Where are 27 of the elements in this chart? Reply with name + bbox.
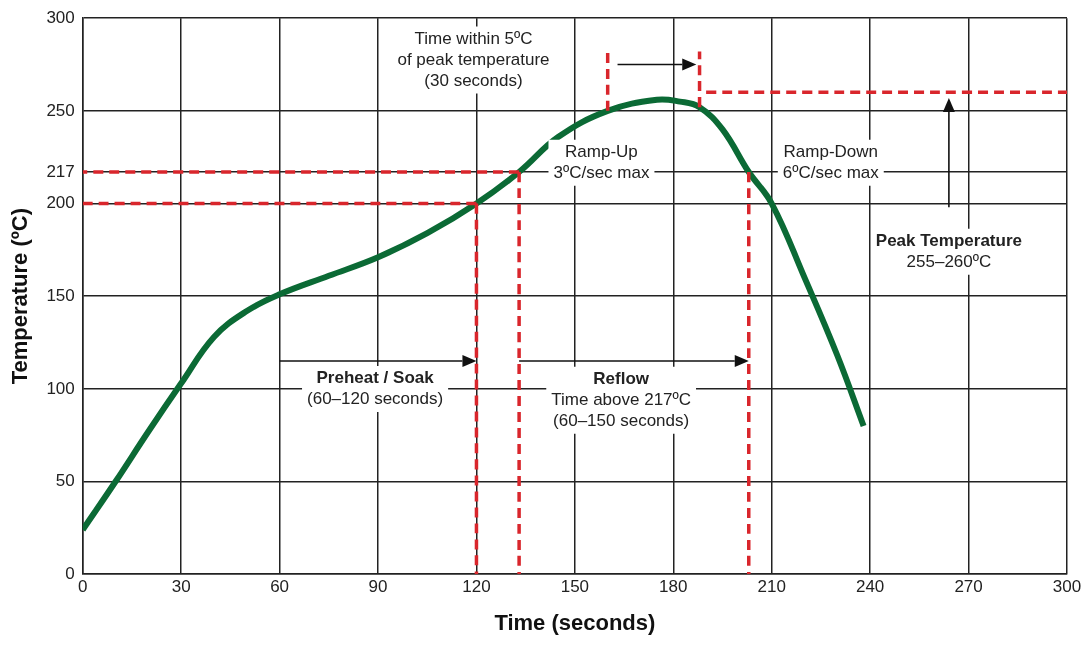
y-axis-title: Temperature (ºC) bbox=[7, 208, 33, 385]
y-tick-label: 217 bbox=[46, 161, 75, 181]
x-tick-label: 30 bbox=[171, 577, 191, 597]
x-tick-label: 150 bbox=[560, 577, 590, 597]
y-tick-label: 0 bbox=[65, 563, 75, 583]
annotation: Peak Temperature 255–260ºC bbox=[875, 230, 1022, 271]
annotation: Reflow Time above 217ºC (60–150 seconds) bbox=[551, 368, 692, 430]
x-tick-label: 240 bbox=[855, 577, 885, 597]
y-tick-label: 50 bbox=[55, 471, 75, 491]
x-tick-label: 90 bbox=[368, 577, 388, 597]
y-tick-label: 200 bbox=[46, 193, 75, 213]
x-tick-label: 270 bbox=[954, 577, 983, 597]
x-tick-label: 120 bbox=[462, 577, 491, 597]
y-tick-label: 250 bbox=[46, 100, 75, 120]
annotation: Preheat / Soak (60–120 seconds) bbox=[307, 368, 444, 409]
x-tick-label: 210 bbox=[757, 577, 786, 597]
x-tick-label: 300 bbox=[1052, 577, 1082, 597]
x-axis-title: Time (seconds) bbox=[494, 609, 656, 635]
y-tick-label: 300 bbox=[46, 7, 75, 27]
x-tick-label: 0 bbox=[78, 577, 88, 597]
y-tick-label: 150 bbox=[46, 285, 75, 305]
x-tick-label: 60 bbox=[270, 577, 290, 597]
annotation: Ramp-Up 3ºC/sec max bbox=[553, 141, 650, 182]
y-tick-label: 100 bbox=[46, 378, 75, 398]
annotation: Ramp-Down 6ºC/sec max bbox=[782, 141, 880, 182]
x-tick-label: 180 bbox=[659, 577, 688, 597]
annotation: Time within 5ºC of peak temperature (30 seconds) bbox=[397, 28, 550, 90]
